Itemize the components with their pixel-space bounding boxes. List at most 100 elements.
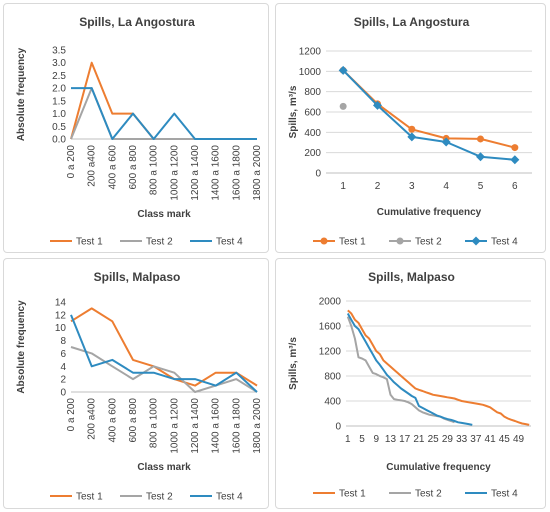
legend-marker <box>320 237 328 245</box>
series-line-test-4 <box>346 313 473 426</box>
series-line-test-1 <box>70 307 258 387</box>
chart-svg: Spills, La Angostura 0.0 0.5 1.0 1.52.0 2.5 3.… <box>16 15 263 248</box>
x-tick-label: 6 <box>512 181 518 192</box>
x-tick-label: 21 <box>413 434 425 445</box>
data-point <box>339 102 347 110</box>
x-tick-label: 9 <box>373 434 379 445</box>
y-tick-label: 0 <box>335 422 341 433</box>
x-tick-label: 800 a 1000 <box>149 398 160 448</box>
x-tick-label: 600 a 800 <box>128 398 139 443</box>
series-line-test-4 <box>71 87 257 140</box>
y-tick-label: 3.5 <box>52 46 66 57</box>
chart-panel-malpaso-histogram: Spills, Malpaso 0 2 4 6 8 10 12 14 0 a 200 200 a40… <box>3 258 269 509</box>
y-tick-label: 14 <box>55 298 67 309</box>
legend-label: Test 2 <box>146 237 173 248</box>
y-tick-label: 1200 <box>319 347 342 358</box>
series-line-test-1 <box>342 69 516 149</box>
x-tick-label: 0 a 200 <box>66 145 77 179</box>
x-tick-label: 1800 a 2000 <box>252 398 263 454</box>
y-axis-title: Spills, m³/s <box>288 85 299 138</box>
legend-marker <box>471 236 481 246</box>
y-tick-label: 3.0 <box>52 58 66 69</box>
y-tick-label: 1600 <box>319 322 342 333</box>
y-tick-label: 2 <box>60 375 66 386</box>
legend-label: Test 4 <box>216 237 243 248</box>
y-tick-label: 0 <box>315 169 321 180</box>
chart-title: Spills, La Angostura <box>79 15 195 29</box>
series-line-test-2 <box>70 346 258 393</box>
x-tick-label: 1400 a 1600 <box>211 398 222 454</box>
data-point <box>476 152 485 162</box>
legend-label: Test 1 <box>339 489 366 500</box>
x-tick-label: 1800 a 2000 <box>252 145 263 201</box>
x-tick-label: 400 a 600 <box>107 398 118 443</box>
x-axis-title: Class mark <box>137 209 191 220</box>
y-tick-label: 10 <box>55 323 67 334</box>
y-axis-title: Spills, m³/s <box>288 337 299 390</box>
legend-label: Test 4 <box>491 237 518 248</box>
x-tick-label: 41 <box>485 434 497 445</box>
data-point <box>511 144 519 152</box>
chart-title: Spills, Malpaso <box>368 270 455 284</box>
x-tick-label: 1600 a 1800 <box>231 398 242 454</box>
y-tick-label: 1000 <box>299 67 322 78</box>
y-tick-label: 800 <box>304 87 321 98</box>
x-tick-label: 45 <box>499 434 511 445</box>
x-tick-label: 4 <box>443 181 449 192</box>
y-tick-label: 800 <box>324 372 341 383</box>
x-tick-label: 5 <box>359 434 365 445</box>
series-line-test-4 <box>342 69 515 161</box>
x-tick-label: 1600 a 1800 <box>231 145 242 201</box>
x-tick-label: 400 a 600 <box>107 145 118 190</box>
x-tick-label: 1200 a 1400 <box>190 398 201 454</box>
legend-label: Test 1 <box>339 237 366 248</box>
legend-label: Test 1 <box>76 237 103 248</box>
y-axis-title: Absolute frequency <box>16 300 27 394</box>
y-tick-label: 2.5 <box>52 71 66 82</box>
x-tick-label: 1000 a 1200 <box>169 398 180 454</box>
data-point <box>338 65 348 75</box>
x-tick-label: 1 <box>340 181 346 192</box>
legend-label: Test 4 <box>216 492 243 503</box>
x-tick-label: 13 <box>385 434 397 445</box>
y-tick-label: 6 <box>60 349 66 360</box>
data-point <box>441 137 451 147</box>
x-tick-label: 1000 a 1200 <box>169 145 180 201</box>
data-point <box>510 155 520 165</box>
x-axis-title: Cumulative frequency <box>386 462 491 473</box>
y-tick-label: 2.0 <box>52 84 66 95</box>
chart-panel-malpaso-cumulative: Spills, Malpaso 0 400 800 1200 1600 2000 1 5 9 13 1… <box>275 258 546 509</box>
x-tick-label: 200 a400 <box>87 398 98 440</box>
x-tick-label: 5 <box>478 181 484 192</box>
x-tick-label: 1 <box>345 434 351 445</box>
x-tick-label: 600 a 800 <box>128 145 139 190</box>
chart-panel-angostura-cumulative: Spills, La Angostura 0 200 400 600 800 1000 120… <box>275 3 546 253</box>
legend-label: Test 4 <box>491 489 518 500</box>
y-tick-label: 0.5 <box>52 122 66 133</box>
x-tick-label: 200 a400 <box>87 145 98 187</box>
legend-label: Test 2 <box>146 492 173 503</box>
chart-svg: Spills, La Angostura 0 200 400 600 800 1000 120… <box>288 15 532 248</box>
x-tick-label: 0 a 200 <box>66 398 77 432</box>
x-tick-label: 2 <box>375 181 381 192</box>
x-axis-title: Cumulative frequency <box>377 207 482 218</box>
x-tick-label: 1400 a 1600 <box>211 145 222 201</box>
y-tick-label: 400 <box>324 397 341 408</box>
y-tick-label: 1.5 <box>52 96 66 107</box>
data-point <box>408 125 416 133</box>
chart-title: Spills, La Angostura <box>354 15 470 29</box>
y-tick-label: 2000 <box>319 297 342 308</box>
y-axis-title: Absolute frequency <box>16 47 27 141</box>
series-line-test-2 <box>70 87 257 140</box>
x-tick-label: 17 <box>399 434 411 445</box>
data-point <box>373 100 382 110</box>
legend-marker <box>396 237 404 245</box>
chart-panel-angostura-histogram: Spills, La Angostura 0.0 0.5 1.0 1.5 2.0 2.5 3.… <box>3 3 269 253</box>
y-tick-label: 600 <box>304 108 321 119</box>
series-line-test-1 <box>347 309 530 426</box>
data-point <box>407 132 417 142</box>
x-tick-label: 29 <box>442 434 454 445</box>
x-tick-label: 37 <box>470 434 482 445</box>
y-tick-label: 4 <box>60 362 66 373</box>
y-tick-label: 8 <box>60 336 66 347</box>
